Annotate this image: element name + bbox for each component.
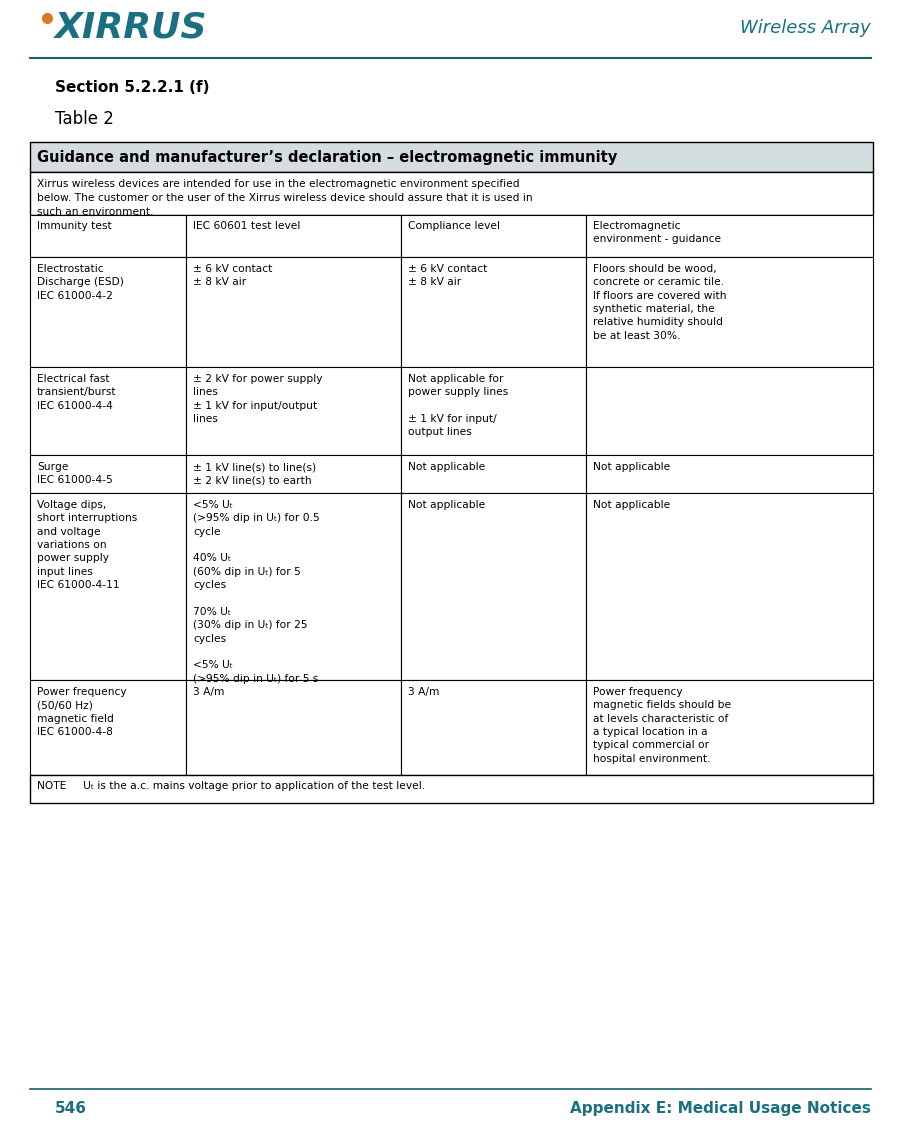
Text: 3 A/m: 3 A/m [408, 687, 440, 697]
Bar [30, 493, 186, 680]
Text: Table 2: Table 2 [55, 110, 114, 128]
Text: Immunity test: Immunity test [37, 221, 112, 231]
Bar [587, 257, 873, 367]
Bar [30, 172, 873, 215]
Text: Guidance and manufacturer’s declaration – electromagnetic immunity: Guidance and manufacturer’s declaration … [37, 149, 617, 165]
Bar [401, 680, 587, 775]
Bar [30, 680, 186, 775]
Bar [30, 215, 186, 257]
Text: Xirrus wireless devices are intended for use in the electromagnetic environment : Xirrus wireless devices are intended for… [37, 179, 532, 217]
Text: Not applicable: Not applicable [408, 500, 485, 511]
Bar [186, 493, 401, 680]
Bar [186, 680, 401, 775]
Bar [401, 215, 587, 257]
Bar [587, 367, 873, 455]
Text: 546: 546 [55, 1101, 87, 1117]
Bar [186, 257, 401, 367]
Text: ± 6 kV contact
± 8 kV air: ± 6 kV contact ± 8 kV air [408, 264, 487, 288]
Text: Surge
IEC 61000-4-5: Surge IEC 61000-4-5 [37, 462, 113, 485]
Bar [401, 455, 587, 493]
Text: Appendix E: Medical Usage Notices: Appendix E: Medical Usage Notices [570, 1101, 871, 1117]
Text: Electrostatic
Discharge (ESD)
IEC 61000-4-2: Electrostatic Discharge (ESD) IEC 61000-… [37, 264, 123, 300]
Text: Not applicable for
power supply lines

± 1 kV for input/
output lines: Not applicable for power supply lines ± … [408, 374, 508, 438]
Text: ± 1 kV line(s) to line(s)
± 2 kV line(s) to earth: ± 1 kV line(s) to line(s) ± 2 kV line(s)… [193, 462, 316, 485]
Text: Power frequency
(50/60 Hz)
magnetic field
IEC 61000-4-8: Power frequency (50/60 Hz) magnetic fiel… [37, 687, 127, 737]
Text: Not applicable: Not applicable [594, 500, 670, 511]
Text: <5% Uₜ
(>95% dip in Uₜ) for 0.5
cycle

40% Uₜ
(60% dip in Uₜ) for 5
cycles

70% : <5% Uₜ (>95% dip in Uₜ) for 0.5 cycle 40… [193, 500, 320, 683]
Text: Compliance level: Compliance level [408, 221, 500, 231]
Bar [587, 215, 873, 257]
Bar [30, 257, 186, 367]
Text: Electromagnetic
environment - guidance: Electromagnetic environment - guidance [594, 221, 722, 244]
Bar [587, 680, 873, 775]
Text: Wireless Array: Wireless Array [741, 19, 871, 38]
Bar [186, 367, 401, 455]
Bar [401, 493, 587, 680]
Text: Section 5.2.2.1 (f): Section 5.2.2.1 (f) [55, 80, 210, 96]
Bar [186, 215, 401, 257]
Text: Electrical fast
transient/burst
IEC 61000-4-4: Electrical fast transient/burst IEC 6100… [37, 374, 116, 410]
Bar [401, 257, 587, 367]
Bar [587, 455, 873, 493]
Bar [30, 775, 873, 803]
Text: Not applicable: Not applicable [408, 462, 485, 472]
Text: Not applicable: Not applicable [594, 462, 670, 472]
Text: ± 6 kV contact
± 8 kV air: ± 6 kV contact ± 8 kV air [193, 264, 272, 288]
Bar [30, 367, 186, 455]
Bar [587, 493, 873, 680]
Text: IEC 60601 test level: IEC 60601 test level [193, 221, 300, 231]
Text: XIRRUS: XIRRUS [55, 11, 207, 45]
Bar [186, 455, 401, 493]
Text: Voltage dips,
short interruptions
and voltage
variations on
power supply
input l: Voltage dips, short interruptions and vo… [37, 500, 137, 590]
Text: 3 A/m: 3 A/m [193, 687, 224, 697]
Text: NOTE     Uₜ is the a.c. mains voltage prior to application of the test level.: NOTE Uₜ is the a.c. mains voltage prior … [37, 781, 425, 791]
Text: Power frequency
magnetic fields should be
at levels characteristic of
a typical : Power frequency magnetic fields should b… [594, 687, 732, 764]
Text: ± 2 kV for power supply
lines
± 1 kV for input/output
lines: ± 2 kV for power supply lines ± 1 kV for… [193, 374, 323, 424]
Bar [30, 455, 186, 493]
Text: Floors should be wood,
concrete or ceramic tile.
If floors are covered with
synt: Floors should be wood, concrete or ceram… [594, 264, 727, 341]
Bar [401, 367, 587, 455]
Bar [30, 142, 873, 172]
